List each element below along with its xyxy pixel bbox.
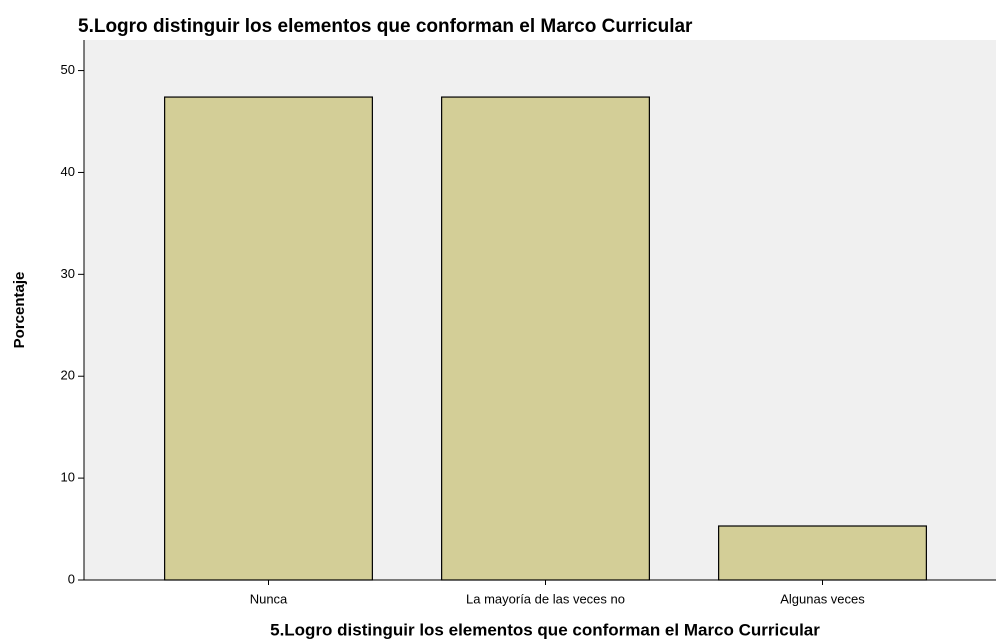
bar xyxy=(164,96,373,581)
chart-title: 5.Logro distinguir los elementos que con… xyxy=(78,16,693,37)
y-tick-label: 50 xyxy=(61,62,75,77)
y-tick-label: 10 xyxy=(61,470,75,485)
bar xyxy=(441,96,650,581)
x-tick-label: Algunas veces xyxy=(780,591,865,606)
x-tick-label: La mayoría de las veces no xyxy=(466,591,625,606)
y-tick-label: 30 xyxy=(61,266,75,281)
x-tick-label: Nunca xyxy=(250,591,288,606)
y-tick-label: 20 xyxy=(61,368,75,383)
y-axis-title: Porcentaje xyxy=(11,272,28,349)
x-axis-title: 5.Logro distinguir los elementos que con… xyxy=(270,620,820,639)
y-tick-label: 0 xyxy=(68,571,75,586)
bar xyxy=(718,525,927,581)
y-tick-label: 40 xyxy=(61,164,75,179)
